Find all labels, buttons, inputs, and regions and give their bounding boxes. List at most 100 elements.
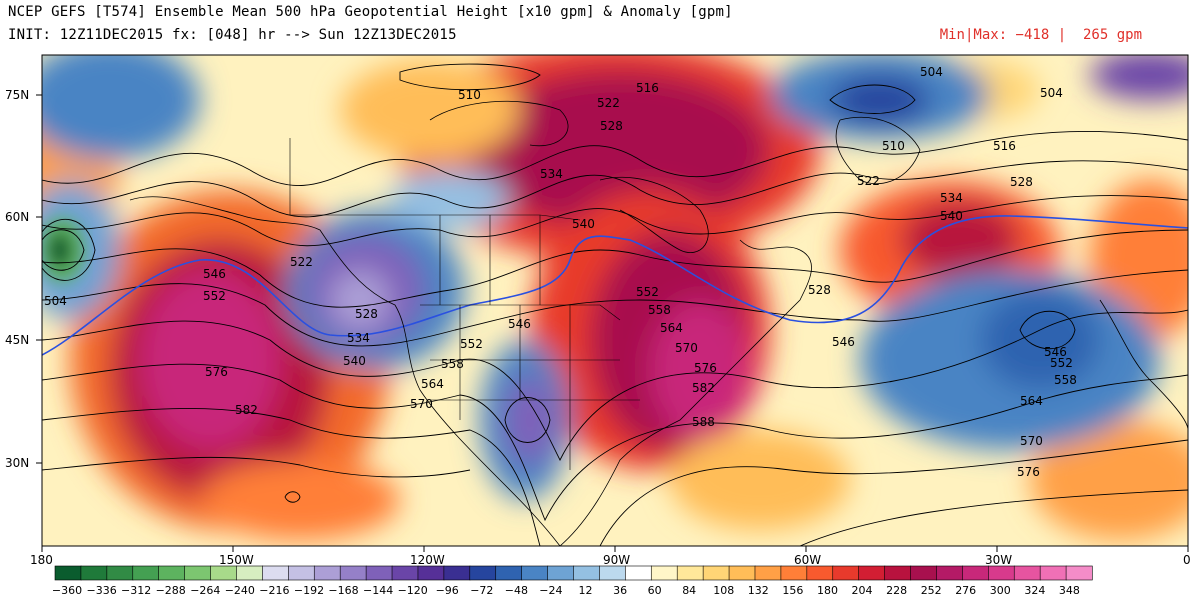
color-bar-swatch — [884, 565, 912, 581]
color-bar-swatch — [573, 565, 601, 581]
color-bar-tick-label: 132 — [748, 584, 769, 597]
color-bar-tick-label: −240 — [225, 584, 255, 597]
lon-label-90w: 90W — [603, 553, 630, 567]
contour-label: 504 — [44, 294, 67, 308]
color-bar-swatch — [495, 565, 523, 581]
contour-label: 534 — [540, 167, 563, 181]
color-bar-tick-label: 12 — [579, 584, 593, 597]
lat-label-75n: 75N — [5, 88, 29, 102]
color-bar-swatch — [936, 565, 963, 581]
contour-label: 504 — [920, 65, 943, 79]
color-bar-swatch — [547, 565, 575, 581]
contour-label: 552 — [460, 337, 483, 351]
lon-label-180: 180 — [30, 553, 53, 567]
color-bar-swatch — [236, 565, 264, 581]
lat-label-30n: 30N — [5, 456, 29, 470]
color-bar-tick-label: 84 — [682, 584, 696, 597]
color-bar-swatch — [132, 565, 160, 581]
contour-label: 552 — [636, 285, 659, 299]
contour-label: 582 — [692, 381, 715, 395]
longitude-labels: 180 150W 120W 90W 60W 30W 0 — [30, 553, 1191, 567]
color-bar-tick-label: −144 — [363, 584, 393, 597]
contour-540-line — [42, 215, 1188, 356]
contour-label: 504 — [1040, 86, 1063, 100]
color-bar-tick-label: 36 — [613, 584, 627, 597]
color-bar-swatch — [521, 565, 549, 581]
contour-label: 516 — [993, 139, 1016, 153]
color-bar-tick-label: −48 — [505, 584, 528, 597]
color-bar-swatch — [728, 565, 756, 581]
height-contours — [42, 63, 1188, 546]
color-bar-swatch — [365, 565, 393, 581]
color-bar-tick-label: −96 — [436, 584, 459, 597]
color-bar-tick-label: −336 — [86, 584, 116, 597]
color-bar-swatch — [962, 565, 989, 581]
color-bar-swatch — [676, 565, 704, 581]
contour-label: 588 — [692, 415, 715, 429]
color-bar-swatch — [288, 565, 315, 581]
color-bar-swatch — [1039, 565, 1067, 581]
coastlines — [129, 100, 1188, 546]
color-bar-swatch — [858, 565, 886, 581]
contour-label: 558 — [1054, 373, 1077, 387]
contour-label: 528 — [600, 119, 623, 133]
contour-label: 546 — [508, 317, 531, 331]
contour-label: 522 — [597, 96, 620, 110]
color-bar-swatch — [443, 565, 471, 581]
color-bar-swatch — [910, 565, 938, 581]
min-max-label: Min|Max: −418 | 265 gpm — [939, 27, 1142, 43]
contour-label: 576 — [1017, 465, 1040, 479]
contour-label: 582 — [235, 403, 258, 417]
color-bar-swatch — [106, 565, 134, 581]
contour-label: 552 — [203, 289, 226, 303]
color-bar-swatch — [469, 565, 497, 581]
color-bar-swatch — [1013, 565, 1041, 581]
contour-label: 546 — [832, 335, 855, 349]
contour-label: 558 — [441, 357, 464, 371]
contour-label: 576 — [694, 361, 717, 375]
contour-label: 540 — [940, 209, 963, 223]
lon-label-150w: 150W — [219, 553, 254, 567]
color-bar-tick-label: −192 — [294, 584, 324, 597]
contour-label: 528 — [355, 307, 378, 321]
color-bar-tick-label: 108 — [713, 584, 734, 597]
color-bar-swatch — [650, 565, 678, 581]
color-bar-swatch — [339, 565, 367, 581]
color-bar-swatch — [987, 565, 1015, 581]
contour-label: 522 — [857, 174, 880, 188]
color-bar-tick-label: −24 — [539, 584, 562, 597]
color-bar-swatch — [702, 565, 730, 581]
contour-label: 522 — [290, 255, 313, 269]
color-bar-tick-label: 348 — [1059, 584, 1080, 597]
color-bar-swatch — [806, 565, 834, 581]
contour-label: 564 — [421, 377, 444, 391]
contour-label: 510 — [882, 139, 905, 153]
color-bar-swatch — [754, 565, 782, 581]
contour-label: 570 — [410, 397, 433, 411]
color-bar-swatch — [262, 565, 289, 581]
color-bar-tick-label: −288 — [156, 584, 186, 597]
contour-label: 570 — [675, 341, 698, 355]
color-bar-tick-label: 300 — [990, 584, 1011, 597]
contour-label: 540 — [572, 217, 595, 231]
color-bar-tick-label: −264 — [190, 584, 220, 597]
color-bar-swatch — [832, 565, 860, 581]
contour-label: 510 — [458, 88, 481, 102]
color-bar-tick-label: −120 — [398, 584, 428, 597]
color-bar-tick-label: −168 — [328, 584, 358, 597]
color-bar — [54, 565, 1093, 581]
map-title: NCEP GEFS [T574] Ensemble Mean 500 hPa G… — [8, 4, 733, 20]
color-bar-tick-label: 276 — [955, 584, 976, 597]
color-bar-tick-label: −216 — [259, 584, 289, 597]
color-bar-swatch — [780, 565, 808, 581]
color-bar-labels: −360 −336 −312 −288 −264 −240 −216 −192 −168 −144… — [52, 584, 1080, 597]
color-bar-tick-label: 180 — [817, 584, 838, 597]
contour-label: 546 — [1044, 345, 1067, 359]
color-bar-swatch — [625, 565, 652, 581]
political-borders — [289, 138, 640, 470]
contour-label: 528 — [1010, 175, 1033, 189]
contour-label: 558 — [648, 303, 671, 317]
color-bar-tick-label: 252 — [921, 584, 942, 597]
contour-labels: 504 504 504 510 510 516 516 522 522 522 … — [44, 65, 1077, 479]
